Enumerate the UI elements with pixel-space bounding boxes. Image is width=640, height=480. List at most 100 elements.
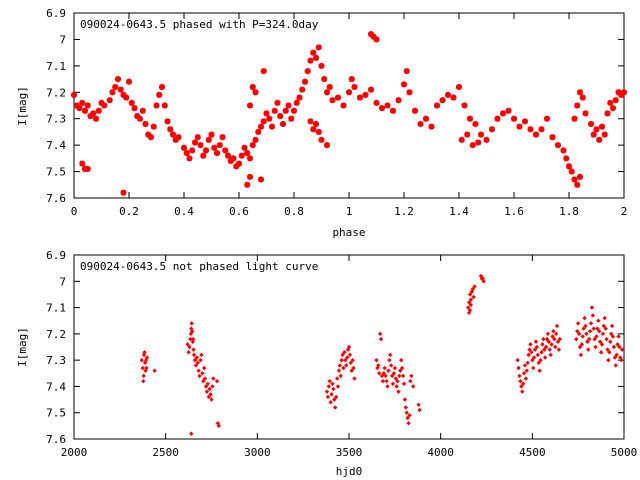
data-point [343,357,348,363]
data-point [523,376,529,381]
data-point [310,49,317,56]
chart-title: 090024-0643.5 not phased light curve [80,260,318,273]
data-point [195,360,200,365]
data-point [599,123,605,130]
data-point [538,357,543,363]
data-point [599,342,605,347]
x-tick-label: 2000 [61,446,88,459]
data-point [379,105,385,112]
data-point [181,144,187,151]
data-point [603,326,608,331]
data-point [554,323,560,329]
data-point [550,334,555,339]
data-point [566,163,572,170]
data-point [531,365,536,371]
data-point [332,397,337,402]
data-point [142,350,147,355]
data-point [117,86,124,93]
data-point [614,352,619,358]
data-point [590,131,597,138]
data-point [141,378,146,384]
data-points [71,31,627,196]
data-point [549,134,556,141]
data-point [526,352,531,358]
data-point [209,397,214,402]
data-point [144,355,150,360]
data-point [395,97,402,104]
data-point [379,373,385,379]
data-point [216,142,223,149]
data-point [260,118,267,125]
data-point [296,94,303,101]
data-point [389,373,395,379]
y-axis-label: I[mag] [16,327,29,367]
data-point [318,136,325,143]
data-point [84,165,91,172]
x-tick-label: 0.2 [119,205,139,218]
data-point [219,134,226,141]
data-point [557,336,563,342]
data-point [505,107,512,114]
data-point [568,168,575,175]
data-point [610,105,616,112]
data-point [164,118,171,125]
data-point [304,68,311,75]
x-tick-label: 2 [621,205,628,218]
data-point [288,115,295,122]
data-point [612,97,619,104]
data-point [524,368,530,373]
data-point [577,344,583,350]
data-point [385,384,390,389]
data-point [238,152,245,159]
data-point [222,147,229,154]
data-point [84,102,91,109]
x-axis-label: hjd0 [336,465,363,478]
data-point [277,113,284,120]
data-point [313,54,319,61]
data-point [596,136,603,143]
data-point [551,329,556,334]
x-tick-label: 0 [71,205,78,218]
data-point [574,336,579,342]
data-point [400,373,406,379]
data-point [331,386,336,392]
data-point [258,176,264,183]
data-point [271,107,278,114]
data-point [494,115,501,122]
data-point [600,331,606,337]
data-point [252,89,259,96]
data-point [589,305,595,310]
chart-title: 090024-0643.5 phased with P=324.0day [80,18,319,31]
data-point [556,347,562,352]
data-point [327,378,332,384]
data-point [470,286,475,292]
data-point [76,105,83,112]
data-point [214,378,220,384]
data-point [417,121,424,127]
data-point [202,376,208,381]
data-point [401,381,407,386]
data-point [586,347,591,352]
data-point [329,97,336,104]
data-point [586,336,592,342]
data-point [346,89,352,96]
data-point [344,363,349,368]
data-point [456,84,462,90]
y-tick-label: 7.1 [46,302,66,315]
data-point [604,336,609,342]
data-point [521,371,527,376]
data-point [299,86,306,93]
data-point [269,123,275,130]
data-point [112,84,119,90]
data-point [591,326,596,331]
data-point [191,352,197,358]
data-point [527,126,534,133]
data-point [348,76,355,83]
data-point [326,84,333,90]
data-point [191,347,196,352]
data-point [255,128,262,135]
data-point [481,279,486,284]
data-point [352,376,357,381]
data-point [373,99,380,106]
data-point [543,344,549,350]
